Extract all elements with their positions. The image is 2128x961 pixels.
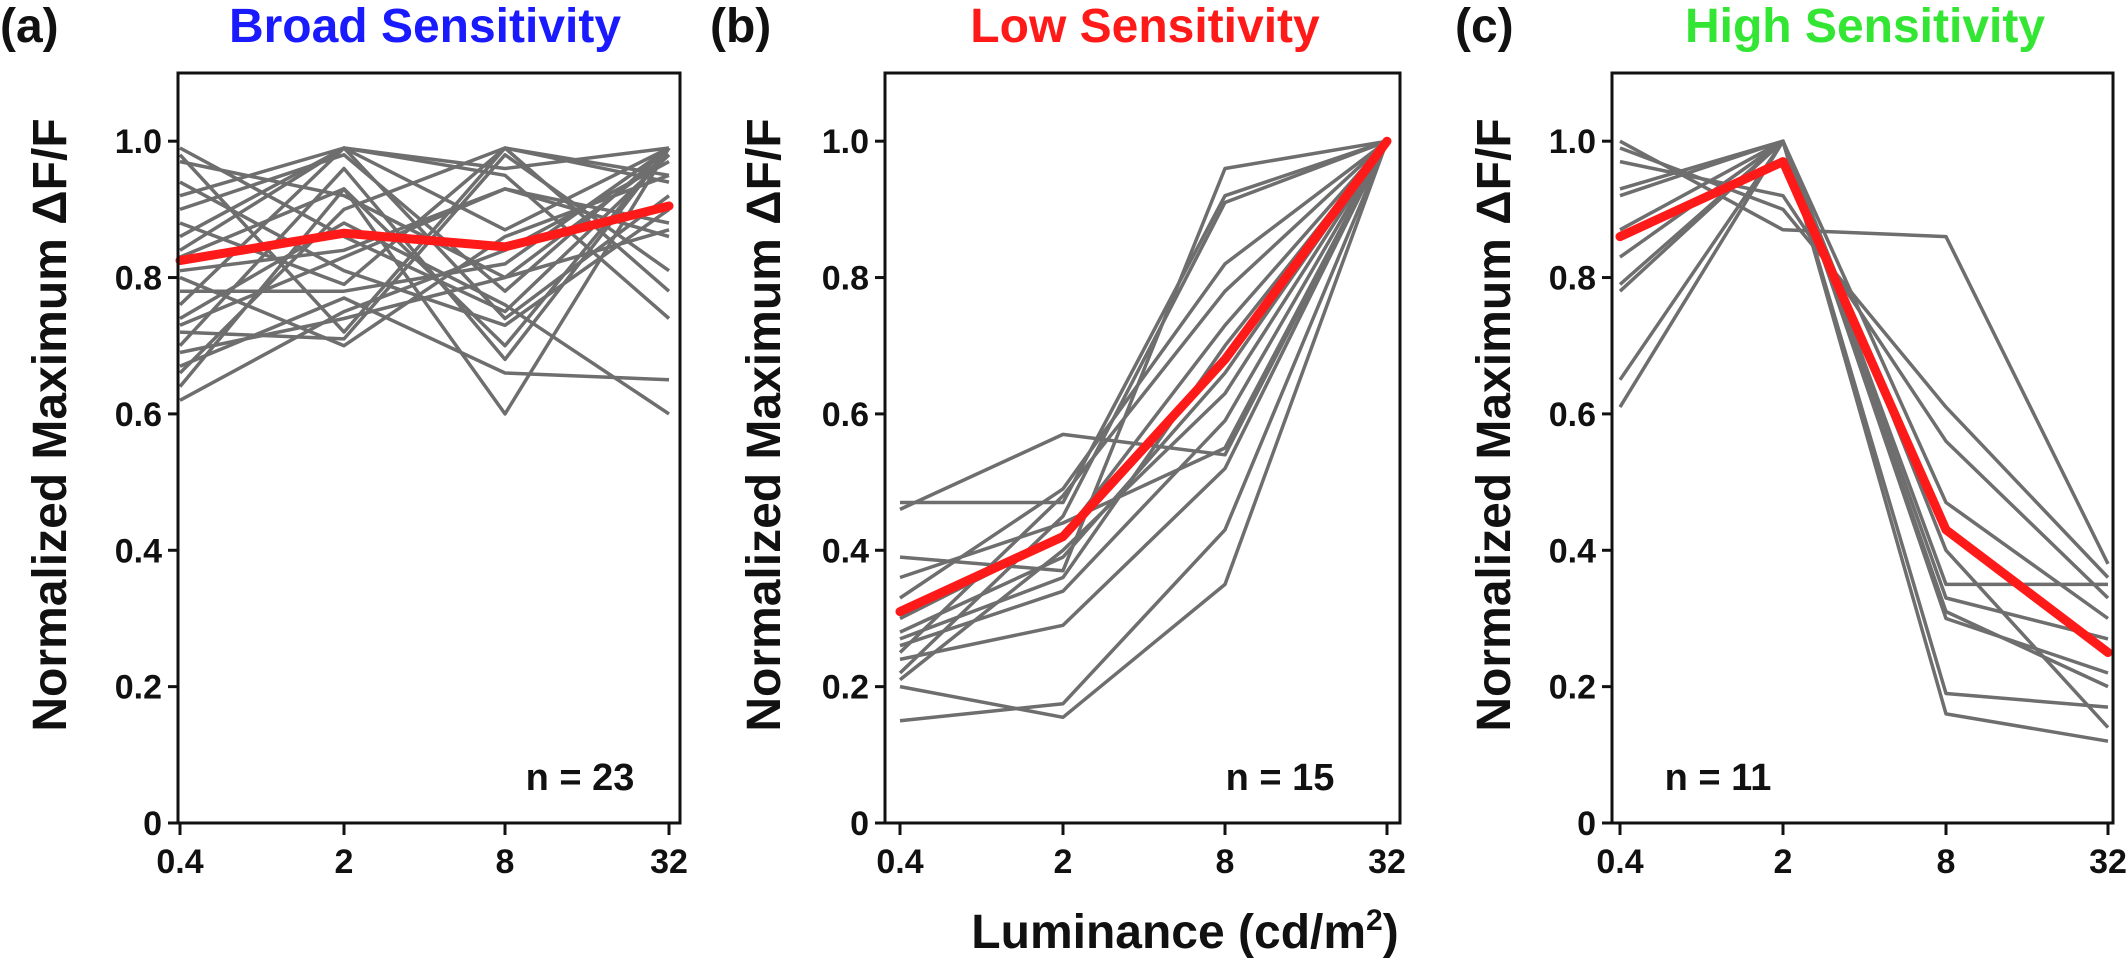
y-ticks-c: 0 0.2 0.4 0.6 0.8 1.0 [1549, 123, 1612, 843]
mean-trace-a [175, 201, 674, 265]
n-count-c: n = 11 [1665, 757, 1772, 799]
y-tick-label: 0 [850, 805, 869, 843]
x-tick-label: 2 [1774, 843, 1793, 881]
individual-trace-c [1618, 139, 2110, 729]
x-tick-label: 0.4 [876, 843, 923, 881]
x-axis-label-main: Luminance (cd/m [971, 906, 1366, 959]
y-tick-label: 0.2 [822, 669, 869, 707]
y-ticks-b: 0 0.2 0.4 0.6 0.8 1.0 [822, 123, 885, 843]
panel-title-b: Low Sensitivity [970, 0, 1320, 53]
individual-trace-a [179, 296, 670, 382]
x-tick-label: 8 [1216, 843, 1235, 881]
x-tick-label: 0.4 [156, 843, 203, 881]
panel-letter-a: (a) [0, 0, 59, 53]
panel-letter-b: (b) [710, 0, 771, 53]
individual-trace-a [179, 146, 670, 239]
plot-frame-b [883, 71, 1402, 825]
x-tick-label: 2 [335, 843, 354, 881]
y-tick-label: 0.8 [822, 260, 869, 298]
individual-trace-b [899, 140, 1389, 634]
y-ticks-a: 0 0.2 0.4 0.6 0.8 1.0 [115, 123, 178, 843]
individual-lines-c [1618, 139, 2110, 743]
y-tick-label: 0.2 [115, 669, 162, 707]
x-tick-label: 32 [1368, 843, 1406, 881]
mean-line-b [895, 136, 1392, 617]
individual-trace-a [179, 180, 671, 328]
x-axis-label-close: ) [1383, 906, 1399, 959]
individual-trace-a [179, 146, 670, 198]
x-tick-label: 2 [1054, 843, 1073, 881]
individual-trace-b [898, 139, 1388, 675]
x-tick-label: 8 [1937, 843, 1956, 881]
mean-trace-b [895, 136, 1392, 617]
individual-trace-b [898, 140, 1389, 682]
individual-trace-c [1619, 139, 2110, 620]
individual-trace-c [1618, 139, 2109, 743]
n-count-a: n = 23 [526, 757, 635, 799]
individual-trace-c [1618, 139, 2109, 709]
individual-trace-b [899, 140, 1389, 580]
y-tick-label: 1.0 [1549, 123, 1596, 161]
x-tick-label: 32 [650, 843, 688, 881]
y-tick-label: 0 [1577, 805, 1596, 843]
x-axis-label: Luminance (cd/m2) [971, 904, 1398, 959]
individual-trace-b [900, 139, 1388, 505]
panel-a: (a) Broad Sensitivity Normalized Maximum… [0, 0, 688, 881]
panel-title-c: High Sensitivity [1685, 0, 2045, 53]
y-axis-label-b: Normalized Maximum ΔF/F [738, 118, 791, 731]
individual-lines-b [898, 139, 1389, 723]
y-tick-label: 0.6 [115, 396, 162, 434]
y-axis-label-c: Normalized Maximum ΔF/F [1468, 118, 1521, 731]
y-tick-label: 0.6 [822, 396, 869, 434]
panel-b: (b) Low Sensitivity Normalized Maximum Δ… [710, 0, 1406, 881]
individual-lines-a [178, 146, 671, 416]
y-tick-label: 1.0 [115, 123, 162, 161]
x-ticks-c: 0.4 2 8 32 [1596, 823, 2127, 881]
y-tick-label: 1.0 [822, 123, 869, 161]
panel-letter-c: (c) [1455, 0, 1514, 53]
individual-trace-a [179, 146, 670, 287]
mean-line-c [1615, 157, 2113, 657]
individual-trace-a [179, 146, 671, 314]
individual-trace-b [899, 140, 1389, 648]
individual-trace-c [1619, 139, 2109, 641]
individual-trace-c [1618, 139, 2109, 675]
x-tick-label: 8 [496, 843, 515, 881]
y-tick-label: 0.8 [115, 260, 162, 298]
panel-title-a: Broad Sensitivity [229, 0, 621, 53]
y-tick-label: 0.2 [1549, 669, 1596, 707]
y-axis-label-a: Normalized Maximum ΔF/F [24, 118, 77, 731]
plot-frame-a [176, 71, 682, 825]
individual-trace-a [178, 147, 671, 416]
y-tick-label: 0.6 [1549, 396, 1596, 434]
individual-trace-b [899, 139, 1388, 573]
y-tick-label: 0.4 [115, 532, 162, 570]
y-tick-label: 0 [143, 805, 162, 843]
individual-trace-c [1619, 139, 2108, 587]
plot-frame-c [1610, 71, 2115, 825]
individual-trace-a [179, 187, 670, 327]
x-axis-label-superscript: 2 [1366, 904, 1383, 937]
individual-trace-b [899, 140, 1389, 723]
x-tick-label: 0.4 [1596, 843, 1643, 881]
n-count-b: n = 15 [1226, 757, 1335, 799]
y-tick-label: 0.8 [1549, 260, 1596, 298]
x-ticks-a: 0.4 2 8 32 [156, 823, 688, 881]
x-ticks-b: 0.4 2 8 32 [876, 823, 1406, 881]
y-tick-label: 0.4 [1549, 532, 1596, 570]
individual-trace-a [179, 146, 671, 320]
x-tick-label: 32 [2089, 843, 2127, 881]
mean-trace-c [1615, 157, 2113, 657]
individual-trace-b [899, 140, 1389, 662]
panel-c: (c) High Sensitivity Normalized Maximum … [1455, 0, 2127, 881]
y-tick-label: 0.4 [822, 532, 869, 570]
individual-trace-b [899, 140, 1389, 720]
mean-line-a [175, 201, 674, 265]
individual-trace-b [899, 139, 1389, 600]
